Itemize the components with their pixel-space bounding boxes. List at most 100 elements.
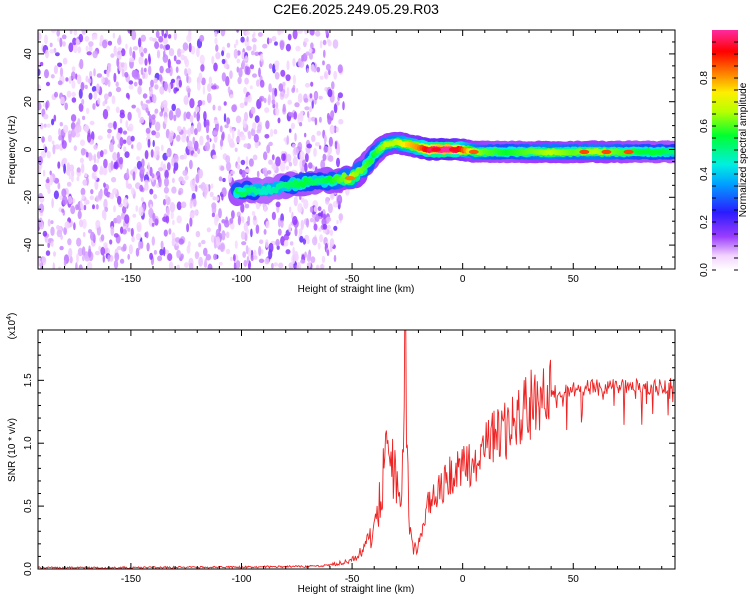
noise-speckle <box>258 245 262 257</box>
noise-speckle <box>158 36 164 43</box>
noise-speckle <box>288 223 292 233</box>
noise-speckle <box>95 195 100 203</box>
noise-speckle <box>306 237 310 244</box>
noise-speckle <box>171 157 175 166</box>
noise-speckle <box>271 99 276 105</box>
noise-speckle <box>164 116 168 124</box>
noise-speckle <box>263 97 267 104</box>
noise-speckle <box>82 179 88 186</box>
signal-peak <box>468 149 479 155</box>
noise-speckle <box>247 131 252 140</box>
noise-speckle <box>218 176 223 182</box>
noise-speckle <box>140 34 146 42</box>
noise-speckle <box>194 251 200 260</box>
noise-speckle <box>71 91 76 97</box>
noise-speckle <box>169 65 173 77</box>
noise-speckle <box>132 171 136 181</box>
noise-speckle <box>235 115 242 124</box>
noise-speckle <box>63 227 67 235</box>
noise-speckle <box>94 250 100 256</box>
noise-speckle <box>171 232 176 241</box>
noise-speckle <box>297 203 303 213</box>
noise-speckle <box>158 167 164 172</box>
noise-speckle <box>49 175 54 186</box>
noise-speckle <box>237 76 242 85</box>
noise-speckle <box>268 83 272 93</box>
noise-speckle <box>71 80 76 89</box>
noise-speckle <box>253 255 258 260</box>
noise-speckle <box>303 38 309 43</box>
noise-speckle <box>278 217 281 228</box>
noise-speckle <box>163 33 167 40</box>
noise-speckle <box>171 238 176 247</box>
noise-speckle <box>316 66 321 73</box>
noise-speckle <box>165 68 171 74</box>
noise-speckle <box>342 101 345 111</box>
noise-speckle <box>153 77 158 84</box>
noise-speckle <box>258 258 265 263</box>
noise-speckle <box>88 92 93 100</box>
noise-speckle <box>219 125 223 133</box>
noise-speckle <box>205 124 210 134</box>
noise-speckle <box>41 136 45 143</box>
noise-speckle <box>315 30 321 37</box>
noise-speckle <box>151 222 155 227</box>
noise-speckle <box>61 34 67 40</box>
noise-speckle <box>241 59 246 69</box>
noise-speckle <box>190 179 196 189</box>
noise-speckle <box>293 250 299 262</box>
noise-speckle <box>197 99 203 107</box>
noise-speckle <box>121 68 125 78</box>
noise-speckle <box>163 50 166 58</box>
noise-speckle <box>198 168 204 179</box>
noise-speckle <box>82 218 87 229</box>
noise-speckle <box>212 196 216 201</box>
heatmap-x-ticks: -150 -100 -50 0 50 <box>41 30 663 285</box>
heatmap-y-axis-label: Frequency (Hz) <box>7 116 18 185</box>
noise-speckle <box>227 133 231 143</box>
noise-speckle <box>163 246 166 257</box>
signal-peak <box>623 149 634 155</box>
noise-speckle <box>167 58 171 69</box>
noise-speckle <box>297 58 302 68</box>
noise-speckle <box>322 153 327 162</box>
noise-speckle <box>176 249 182 259</box>
noise-speckle <box>112 32 116 39</box>
noise-speckle <box>55 52 60 57</box>
noise-speckle <box>211 212 215 218</box>
noise-speckle <box>251 211 256 216</box>
noise-speckle <box>68 42 74 53</box>
noise-speckle <box>154 84 159 90</box>
noise-speckle <box>304 30 309 35</box>
noise-speckle <box>159 65 164 74</box>
noise-speckle <box>168 110 174 121</box>
noise-speckle <box>215 44 219 52</box>
noise-speckle <box>47 242 51 248</box>
noise-speckle <box>180 54 185 61</box>
noise-speckle <box>244 77 249 85</box>
noise-speckle <box>268 159 273 165</box>
noise-speckle <box>53 190 60 200</box>
noise-speckle <box>153 150 157 159</box>
noise-speckle <box>111 176 117 183</box>
noise-speckle <box>71 66 76 72</box>
figure-title: C2E6.2025.249.05.29.R03 <box>273 1 439 17</box>
noise-speckle <box>235 136 241 144</box>
noise-speckle <box>160 144 164 152</box>
noise-speckle <box>85 151 89 158</box>
noise-speckle <box>162 37 168 45</box>
noise-speckle <box>79 219 84 228</box>
noise-speckle <box>329 238 335 248</box>
noise-speckle <box>293 111 298 120</box>
noise-speckle <box>282 81 286 87</box>
noise-speckle <box>96 151 101 159</box>
noise-speckle <box>265 120 270 130</box>
noise-speckle <box>265 239 269 248</box>
noise-speckle <box>206 134 210 140</box>
noise-speckle <box>213 120 219 125</box>
colorbar-ticks: 0.0 0.2 0.4 0.6 0.8 <box>699 41 738 277</box>
noise-speckle <box>77 46 82 54</box>
noise-speckle <box>331 81 335 90</box>
noise-speckle <box>85 199 90 205</box>
noise-speckle <box>95 204 99 210</box>
